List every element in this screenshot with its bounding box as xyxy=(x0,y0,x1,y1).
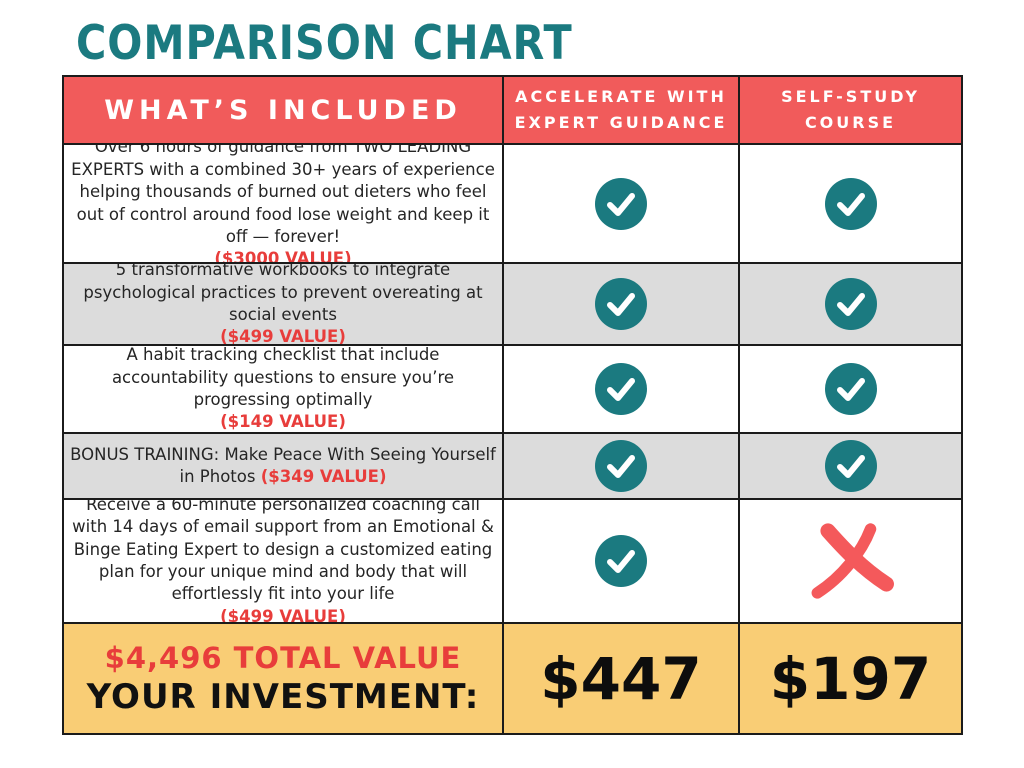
mark-cell xyxy=(504,346,740,434)
mark-cell xyxy=(740,145,961,264)
mark-cell xyxy=(504,434,740,500)
mark-cell xyxy=(740,346,961,434)
mark-cell xyxy=(740,434,961,500)
feature-text: Receive a 60-minute personalized coachin… xyxy=(72,500,494,604)
feature-value: ($349 VALUE) xyxy=(260,467,387,486)
price-cell-self-study: $197 xyxy=(740,624,961,733)
check-icon xyxy=(824,440,877,492)
mark-cell xyxy=(504,145,740,264)
page-title: COMPARISON CHART xyxy=(76,16,573,72)
comparison-table: WHAT’S INCLUDED ACCELERATE WITH EXPERT G… xyxy=(62,75,963,735)
check-icon xyxy=(595,440,647,492)
feature-text: 5 transformative workbooks to integrate … xyxy=(83,264,483,324)
header-self-study: SELF-STUDY COURSE xyxy=(740,77,961,145)
check-icon xyxy=(824,278,877,330)
check-icon xyxy=(595,177,647,230)
check-icon xyxy=(595,278,647,330)
feature-text: Over 6 hours of guidance from TWO LEADIN… xyxy=(71,145,495,246)
feature-cell: 5 transformative workbooks to integrate … xyxy=(64,264,504,346)
x-icon xyxy=(811,523,894,599)
price-cell-expert: $447 xyxy=(504,624,740,733)
feature-cell: BONUS TRAINING: Make Peace With Seeing Y… xyxy=(64,434,504,500)
feature-cell: A habit tracking checklist that include … xyxy=(64,346,504,434)
feature-cell: Over 6 hours of guidance from TWO LEADIN… xyxy=(64,145,504,264)
mark-cell xyxy=(740,500,961,624)
feature-value: ($3000 VALUE) xyxy=(214,249,352,264)
header-expert-guidance: ACCELERATE WITH EXPERT GUIDANCE xyxy=(504,77,740,145)
check-icon xyxy=(824,177,877,230)
feature-cell: Receive a 60-minute personalized coachin… xyxy=(64,500,504,624)
your-investment-label: YOUR INVESTMENT: xyxy=(86,676,480,717)
price-self-study: $197 xyxy=(769,644,932,713)
feature-value: ($149 VALUE) xyxy=(220,412,346,432)
feature-text: A habit tracking checklist that include … xyxy=(111,346,455,409)
mark-cell xyxy=(504,500,740,624)
feature-text: BONUS TRAINING: Make Peace With Seeing Y… xyxy=(70,444,496,486)
footer-investment-cell: $4,496 TOTAL VALUE YOUR INVESTMENT: xyxy=(64,624,504,733)
header-whats-included: WHAT’S INCLUDED xyxy=(64,77,504,145)
check-icon xyxy=(824,363,877,415)
mark-cell xyxy=(504,264,740,346)
total-value-text: $4,496 TOTAL VALUE xyxy=(104,640,462,675)
check-icon xyxy=(595,363,647,415)
mark-cell xyxy=(740,264,961,346)
feature-value: ($499 VALUE) xyxy=(220,327,346,346)
check-icon xyxy=(595,535,647,587)
feature-value: ($499 VALUE) xyxy=(220,606,346,624)
price-expert-guidance: $447 xyxy=(540,644,702,713)
